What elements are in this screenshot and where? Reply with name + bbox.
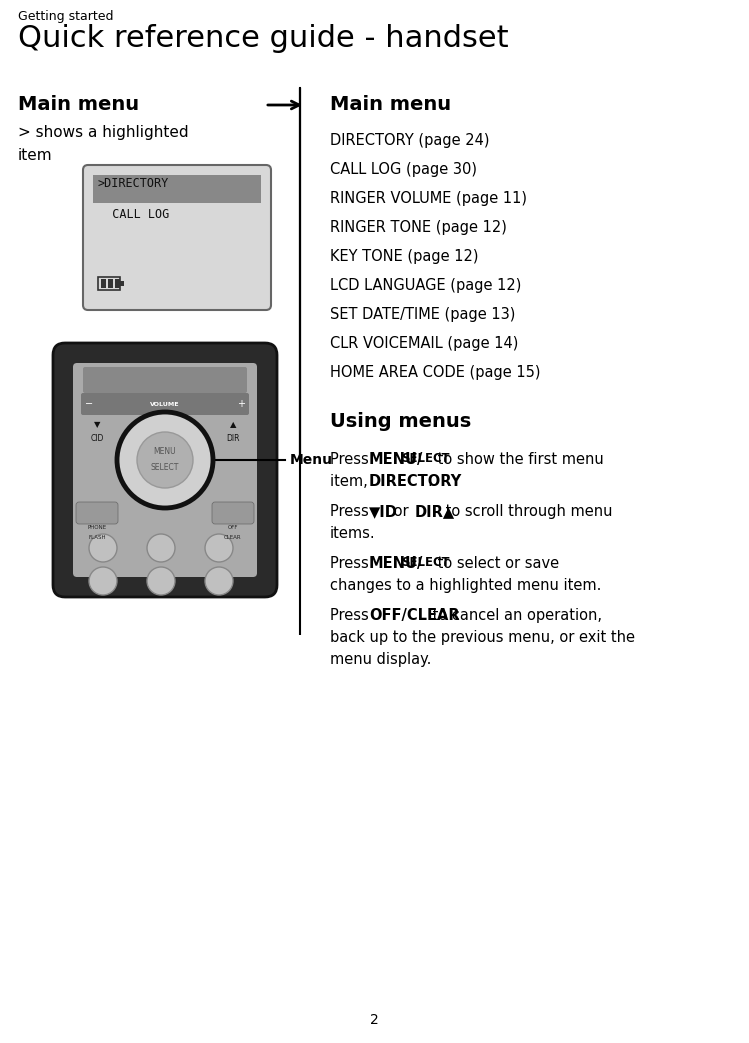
Bar: [98, 277, 120, 290]
Text: >DIRECTORY: >DIRECTORY: [98, 177, 169, 190]
Text: > shows a highlighted: > shows a highlighted: [18, 125, 189, 140]
Circle shape: [205, 567, 233, 595]
Circle shape: [89, 567, 117, 595]
Text: Quick reference guide - handset: Quick reference guide - handset: [18, 24, 509, 53]
Bar: [108, 278, 113, 288]
Text: KEY TONE (page 12): KEY TONE (page 12): [330, 249, 479, 264]
Text: 2: 2: [369, 1013, 378, 1027]
Bar: [93, 175, 261, 203]
Text: OFF: OFF: [228, 525, 238, 530]
Circle shape: [147, 567, 175, 595]
Text: CALL LOG (page 30): CALL LOG (page 30): [330, 162, 477, 177]
Text: ▼ID: ▼ID: [369, 504, 398, 519]
Text: Press: Press: [330, 556, 373, 571]
FancyBboxPatch shape: [76, 502, 118, 524]
Circle shape: [137, 432, 193, 488]
Text: Getting started: Getting started: [18, 10, 114, 23]
Text: SELECT: SELECT: [401, 452, 450, 465]
FancyBboxPatch shape: [212, 502, 254, 524]
Text: SET DATE/TIME (page 13): SET DATE/TIME (page 13): [330, 307, 515, 322]
Text: MENU: MENU: [154, 447, 176, 457]
Text: Press: Press: [330, 608, 373, 623]
Text: ▲: ▲: [230, 420, 236, 429]
FancyBboxPatch shape: [81, 393, 249, 415]
Text: ▼: ▼: [94, 420, 100, 429]
Text: menu display.: menu display.: [330, 652, 431, 668]
Text: SELECT: SELECT: [151, 463, 179, 472]
Text: VOLUME: VOLUME: [151, 402, 180, 407]
Circle shape: [117, 412, 213, 508]
Text: item: item: [18, 148, 52, 163]
Text: CID: CID: [91, 434, 103, 443]
Text: DIRECTORY: DIRECTORY: [369, 474, 462, 489]
FancyBboxPatch shape: [73, 363, 257, 577]
Text: changes to a highlighted menu item.: changes to a highlighted menu item.: [330, 578, 601, 593]
Text: Main menu: Main menu: [330, 95, 451, 114]
Text: LCD LANGUAGE (page 12): LCD LANGUAGE (page 12): [330, 278, 521, 293]
Text: Press: Press: [330, 504, 373, 519]
Text: RINGER VOLUME (page 11): RINGER VOLUME (page 11): [330, 191, 527, 207]
Text: −: −: [85, 399, 93, 409]
Text: CLEAR: CLEAR: [224, 535, 242, 540]
Text: OFF/CLEAR: OFF/CLEAR: [369, 608, 460, 623]
Circle shape: [89, 534, 117, 562]
Text: MENU/: MENU/: [369, 452, 423, 467]
FancyBboxPatch shape: [53, 343, 277, 597]
Text: DIR: DIR: [226, 434, 240, 443]
Text: to scroll through menu: to scroll through menu: [440, 504, 612, 519]
Text: CALL LOG: CALL LOG: [98, 208, 169, 221]
Text: item,: item,: [330, 474, 372, 489]
Text: DIRECTORY (page 24): DIRECTORY (page 24): [330, 134, 490, 148]
Bar: [101, 278, 106, 288]
Text: items.: items.: [330, 526, 376, 541]
Text: Main menu: Main menu: [18, 95, 139, 114]
Circle shape: [147, 534, 175, 562]
Text: +: +: [237, 399, 245, 409]
Text: .: .: [428, 474, 432, 489]
FancyBboxPatch shape: [83, 165, 271, 310]
Text: Using menus: Using menus: [330, 412, 471, 431]
Text: SELECT: SELECT: [401, 556, 450, 569]
Text: MENU/: MENU/: [369, 556, 423, 571]
Text: DIR▲: DIR▲: [415, 504, 455, 519]
FancyBboxPatch shape: [83, 367, 247, 393]
Text: FLASH: FLASH: [88, 535, 106, 540]
Circle shape: [205, 534, 233, 562]
Text: CLR VOICEMAIL (page 14): CLR VOICEMAIL (page 14): [330, 336, 518, 351]
Text: back up to the previous menu, or exit the: back up to the previous menu, or exit th…: [330, 630, 635, 645]
Text: to show the first menu: to show the first menu: [433, 452, 604, 467]
Bar: [115, 278, 120, 288]
Text: HOME AREA CODE (page 15): HOME AREA CODE (page 15): [330, 365, 541, 380]
Text: RINGER TONE (page 12): RINGER TONE (page 12): [330, 220, 507, 235]
Text: Menu: Menu: [290, 453, 333, 467]
Text: Press: Press: [330, 452, 373, 467]
Text: PHONE: PHONE: [88, 525, 106, 530]
Bar: [120, 281, 124, 286]
Text: to cancel an operation,: to cancel an operation,: [428, 608, 601, 623]
Text: or: or: [389, 504, 413, 519]
Text: to select or save: to select or save: [433, 556, 559, 571]
